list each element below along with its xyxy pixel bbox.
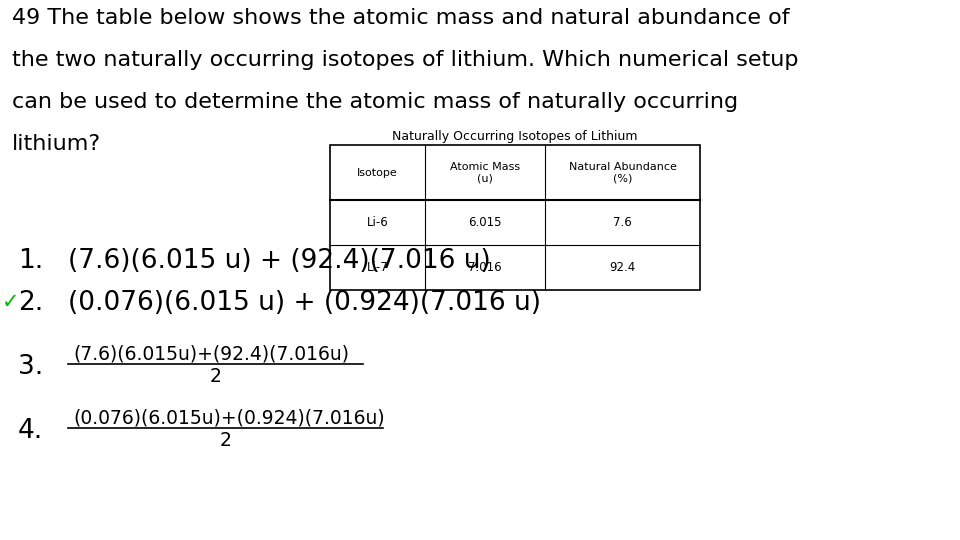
Text: ✓: ✓: [2, 292, 19, 312]
Text: Li-6: Li-6: [367, 216, 389, 229]
Text: the two naturally occurring isotopes of lithium. Which numerical setup: the two naturally occurring isotopes of …: [12, 50, 799, 70]
Text: Natural Abundance
(%): Natural Abundance (%): [568, 161, 677, 183]
Text: (0.076)(6.015u)+(0.924)(7.016u): (0.076)(6.015u)+(0.924)(7.016u): [73, 408, 385, 427]
Text: 92.4: 92.4: [610, 261, 636, 274]
Text: Isotope: Isotope: [357, 167, 397, 178]
Text: 2: 2: [209, 367, 222, 386]
Text: (0.076)(6.015 u) + (0.924)(7.016 u): (0.076)(6.015 u) + (0.924)(7.016 u): [68, 290, 541, 316]
Text: 49 The table below shows the atomic mass and natural abundance of: 49 The table below shows the atomic mass…: [12, 8, 790, 28]
Text: 4.: 4.: [18, 418, 43, 444]
Text: 3.: 3.: [18, 354, 43, 380]
Text: lithium?: lithium?: [12, 134, 101, 154]
Text: (7.6)(6.015 u) + (92.4)(7.016 u): (7.6)(6.015 u) + (92.4)(7.016 u): [68, 248, 491, 274]
Text: can be used to determine the atomic mass of naturally occurring: can be used to determine the atomic mass…: [12, 92, 738, 112]
Text: Atomic Mass
(u): Atomic Mass (u): [450, 161, 520, 183]
Text: 7.016: 7.016: [468, 261, 502, 274]
Text: 1.: 1.: [18, 248, 43, 274]
Text: 6.015: 6.015: [468, 216, 502, 229]
Bar: [330, 145, 700, 290]
Text: 7.6: 7.6: [613, 216, 632, 229]
Text: (7.6)(6.015u)+(92.4)(7.016u): (7.6)(6.015u)+(92.4)(7.016u): [73, 344, 349, 363]
Text: Naturally Occurring Isotopes of Lithium: Naturally Occurring Isotopes of Lithium: [393, 130, 637, 143]
Text: Li-7: Li-7: [367, 261, 389, 274]
Text: 2: 2: [220, 431, 231, 450]
Text: 2.: 2.: [18, 290, 43, 316]
